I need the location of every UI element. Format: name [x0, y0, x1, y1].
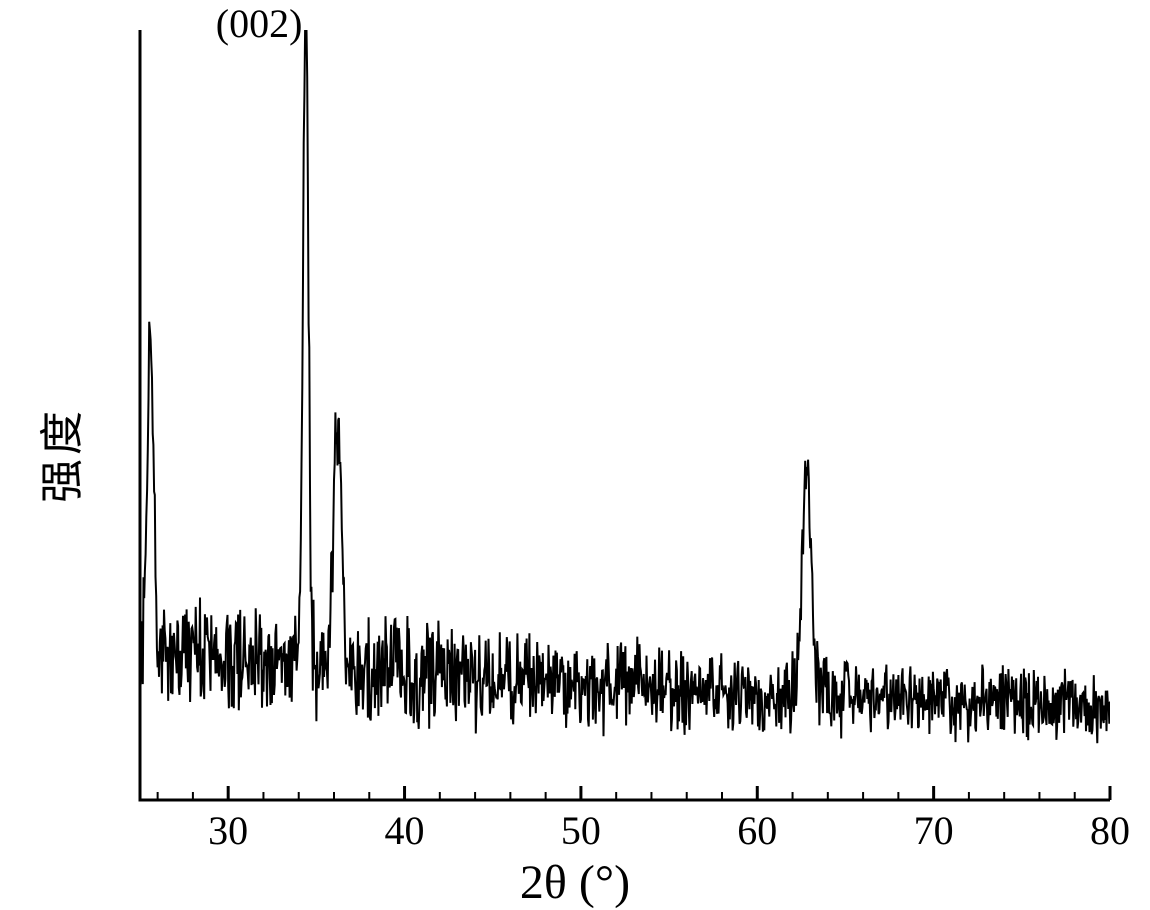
x-tick-label: 60: [737, 808, 777, 853]
x-axis-title: 2θ (°): [0, 855, 1150, 910]
x-tick-label: 50: [561, 808, 601, 853]
axes: [140, 30, 1110, 800]
x-tick-label: 80: [1090, 808, 1130, 853]
xrd-chart: 强度 304050607080 2θ (°) (002): [0, 0, 1150, 910]
axis-svg: 30 40 50 60 70 80: [0, 0, 1150, 910]
x-tick-label: 70: [914, 808, 954, 853]
x-axis-title-text: 2θ (°): [520, 856, 630, 909]
x-tick-label: 30: [208, 808, 248, 853]
x-tick-label: 40: [385, 808, 425, 853]
peak-label: (002): [216, 0, 303, 47]
